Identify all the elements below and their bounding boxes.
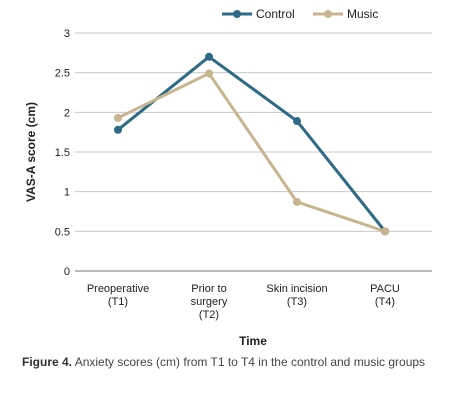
y-tick-label: 0.5 <box>55 226 70 238</box>
figure-caption: Figure 4. Anxiety scores (cm) from T1 to… <box>22 355 432 370</box>
y-tick-label: 0 <box>64 266 70 278</box>
control-data-point <box>205 52 213 61</box>
caption-text: Anxiety scores (cm) from T1 to T4 in the… <box>72 355 426 369</box>
control-series-line <box>117 55 387 233</box>
music-data-point <box>293 197 301 206</box>
control-data-point <box>293 117 301 126</box>
x-tick-label: PACU (T4) <box>370 283 400 308</box>
x-tick-label: Skin incision (T3) <box>266 283 327 308</box>
y-tick-label: 2.5 <box>55 68 70 80</box>
y-tick-label: 1.5 <box>55 147 70 159</box>
y-tick-label: 2 <box>64 107 70 119</box>
caption-label: Figure 4. <box>22 355 73 369</box>
music-data-point <box>114 113 122 122</box>
line-chart: 0 0.5 1 1.5 2 2.5 3 VAS-A score (cm) Preoperativ… <box>24 7 432 348</box>
legend-music-label: Music <box>347 7 378 21</box>
music-series-line <box>117 71 386 233</box>
legend-music-marker <box>324 10 332 18</box>
x-tick-label: Prior to surgery (T2) <box>191 283 228 321</box>
y-tick-label: 1 <box>64 187 70 199</box>
x-axis-label: Time <box>239 334 267 348</box>
music-data-point <box>381 227 389 236</box>
y-axis-label: VAS-A score (cm) <box>24 102 38 202</box>
legend-control-label: Control <box>256 7 295 21</box>
legend-control-marker <box>233 10 241 18</box>
y-tick-label: 3 <box>64 28 70 40</box>
x-tick-label: Preoperative (T1) <box>87 283 149 308</box>
control-data-point <box>114 125 122 134</box>
music-data-point <box>205 69 213 78</box>
